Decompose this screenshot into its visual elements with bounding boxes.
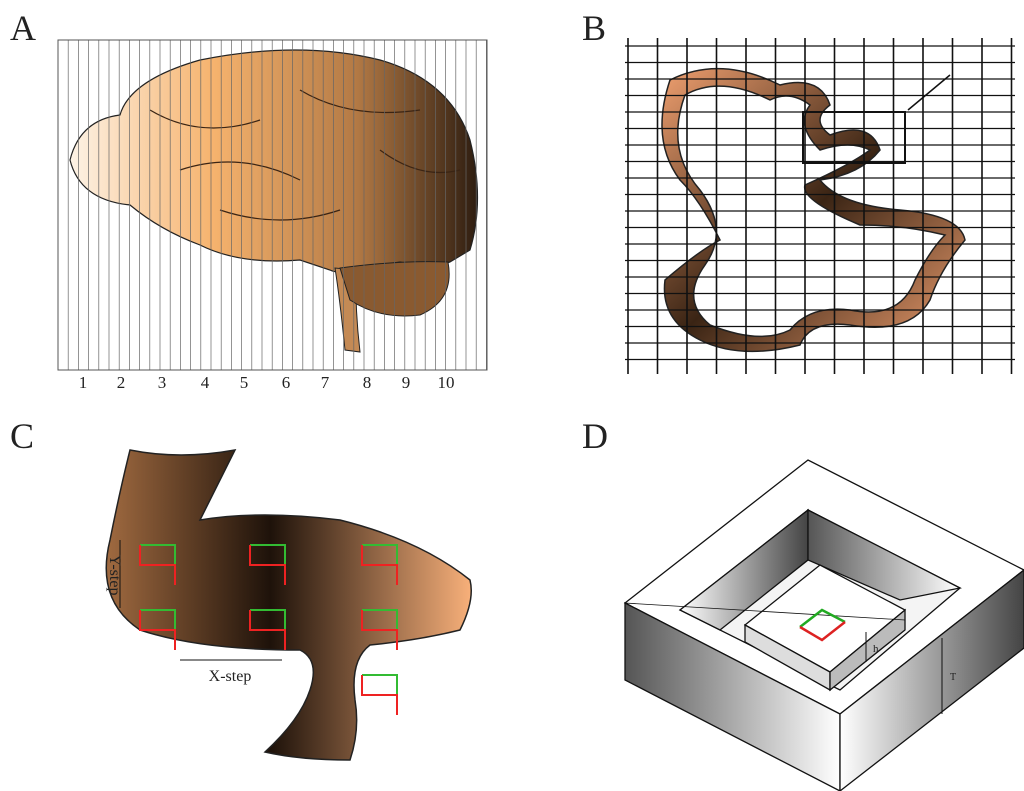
brain-illustration (70, 50, 478, 352)
y-step-label: Y-step (106, 555, 123, 596)
h-label: h (873, 643, 879, 655)
slice-number: 9 (402, 373, 411, 392)
slice-number: 5 (240, 373, 249, 392)
t-label: T (950, 672, 956, 683)
slice-number: 10 (438, 373, 455, 392)
panel-label: A (10, 8, 36, 48)
panel-label: C (10, 416, 34, 456)
slice-number: 3 (158, 373, 167, 392)
frame-green (362, 675, 397, 695)
slice-number: 1 (79, 373, 88, 392)
cortex-segment (106, 450, 471, 760)
figure: A 1 2 3 4 5 6 7 8 9 10 B C Y-step X-step D h T (0, 0, 1024, 791)
slice-number: 4 (201, 373, 210, 392)
frame-red (362, 675, 397, 715)
slice-number: 6 (282, 373, 291, 392)
slice-number: 7 (321, 373, 330, 392)
isometric-box (625, 460, 1024, 791)
arrow (908, 75, 950, 110)
slice-number: 8 (363, 373, 372, 392)
panel-label: D (582, 416, 608, 456)
slice-number: 2 (117, 373, 126, 392)
x-step-label: X-step (209, 668, 252, 685)
panel-label: B (582, 8, 606, 48)
